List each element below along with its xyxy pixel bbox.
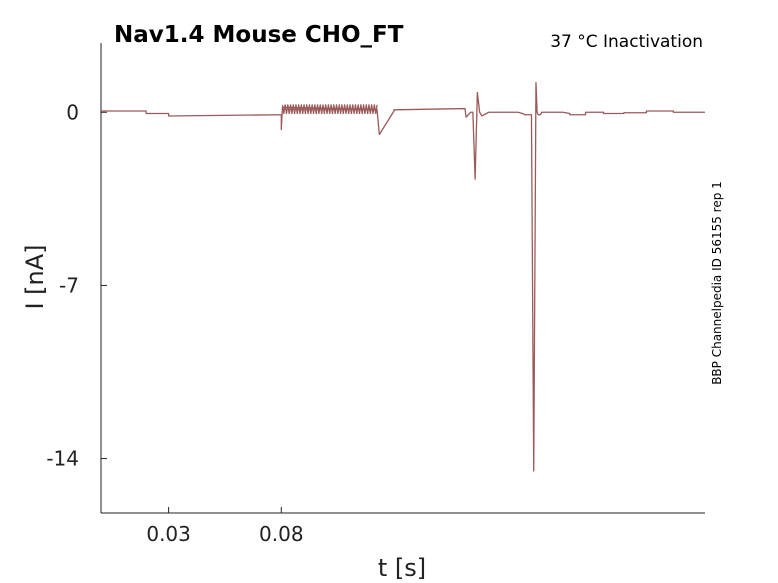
x-axis-label: t [s] <box>378 554 426 582</box>
chart-subtitle: 37 °C Inactivation <box>550 32 703 52</box>
series-line-1 <box>101 81 705 472</box>
x-tick-label: 0.03 <box>146 522 191 546</box>
y-axis-label: I [nA] <box>21 244 49 309</box>
x-tick-label: 0.08 <box>259 522 304 546</box>
y-tick-label: 0 <box>66 100 79 124</box>
plot-area <box>101 81 705 472</box>
y-tick-label: -7 <box>59 273 79 297</box>
chart-title: Nav1.4 Mouse CHO_FT <box>114 22 404 48</box>
side-note: BBP Channelpedia ID 56155 rep 1 <box>710 181 724 385</box>
ticks: 0.03 0.08 0 -7 -14 <box>46 100 303 546</box>
axes <box>100 43 705 514</box>
y-tick-label: -14 <box>46 447 79 471</box>
series-line-2 <box>281 104 378 115</box>
